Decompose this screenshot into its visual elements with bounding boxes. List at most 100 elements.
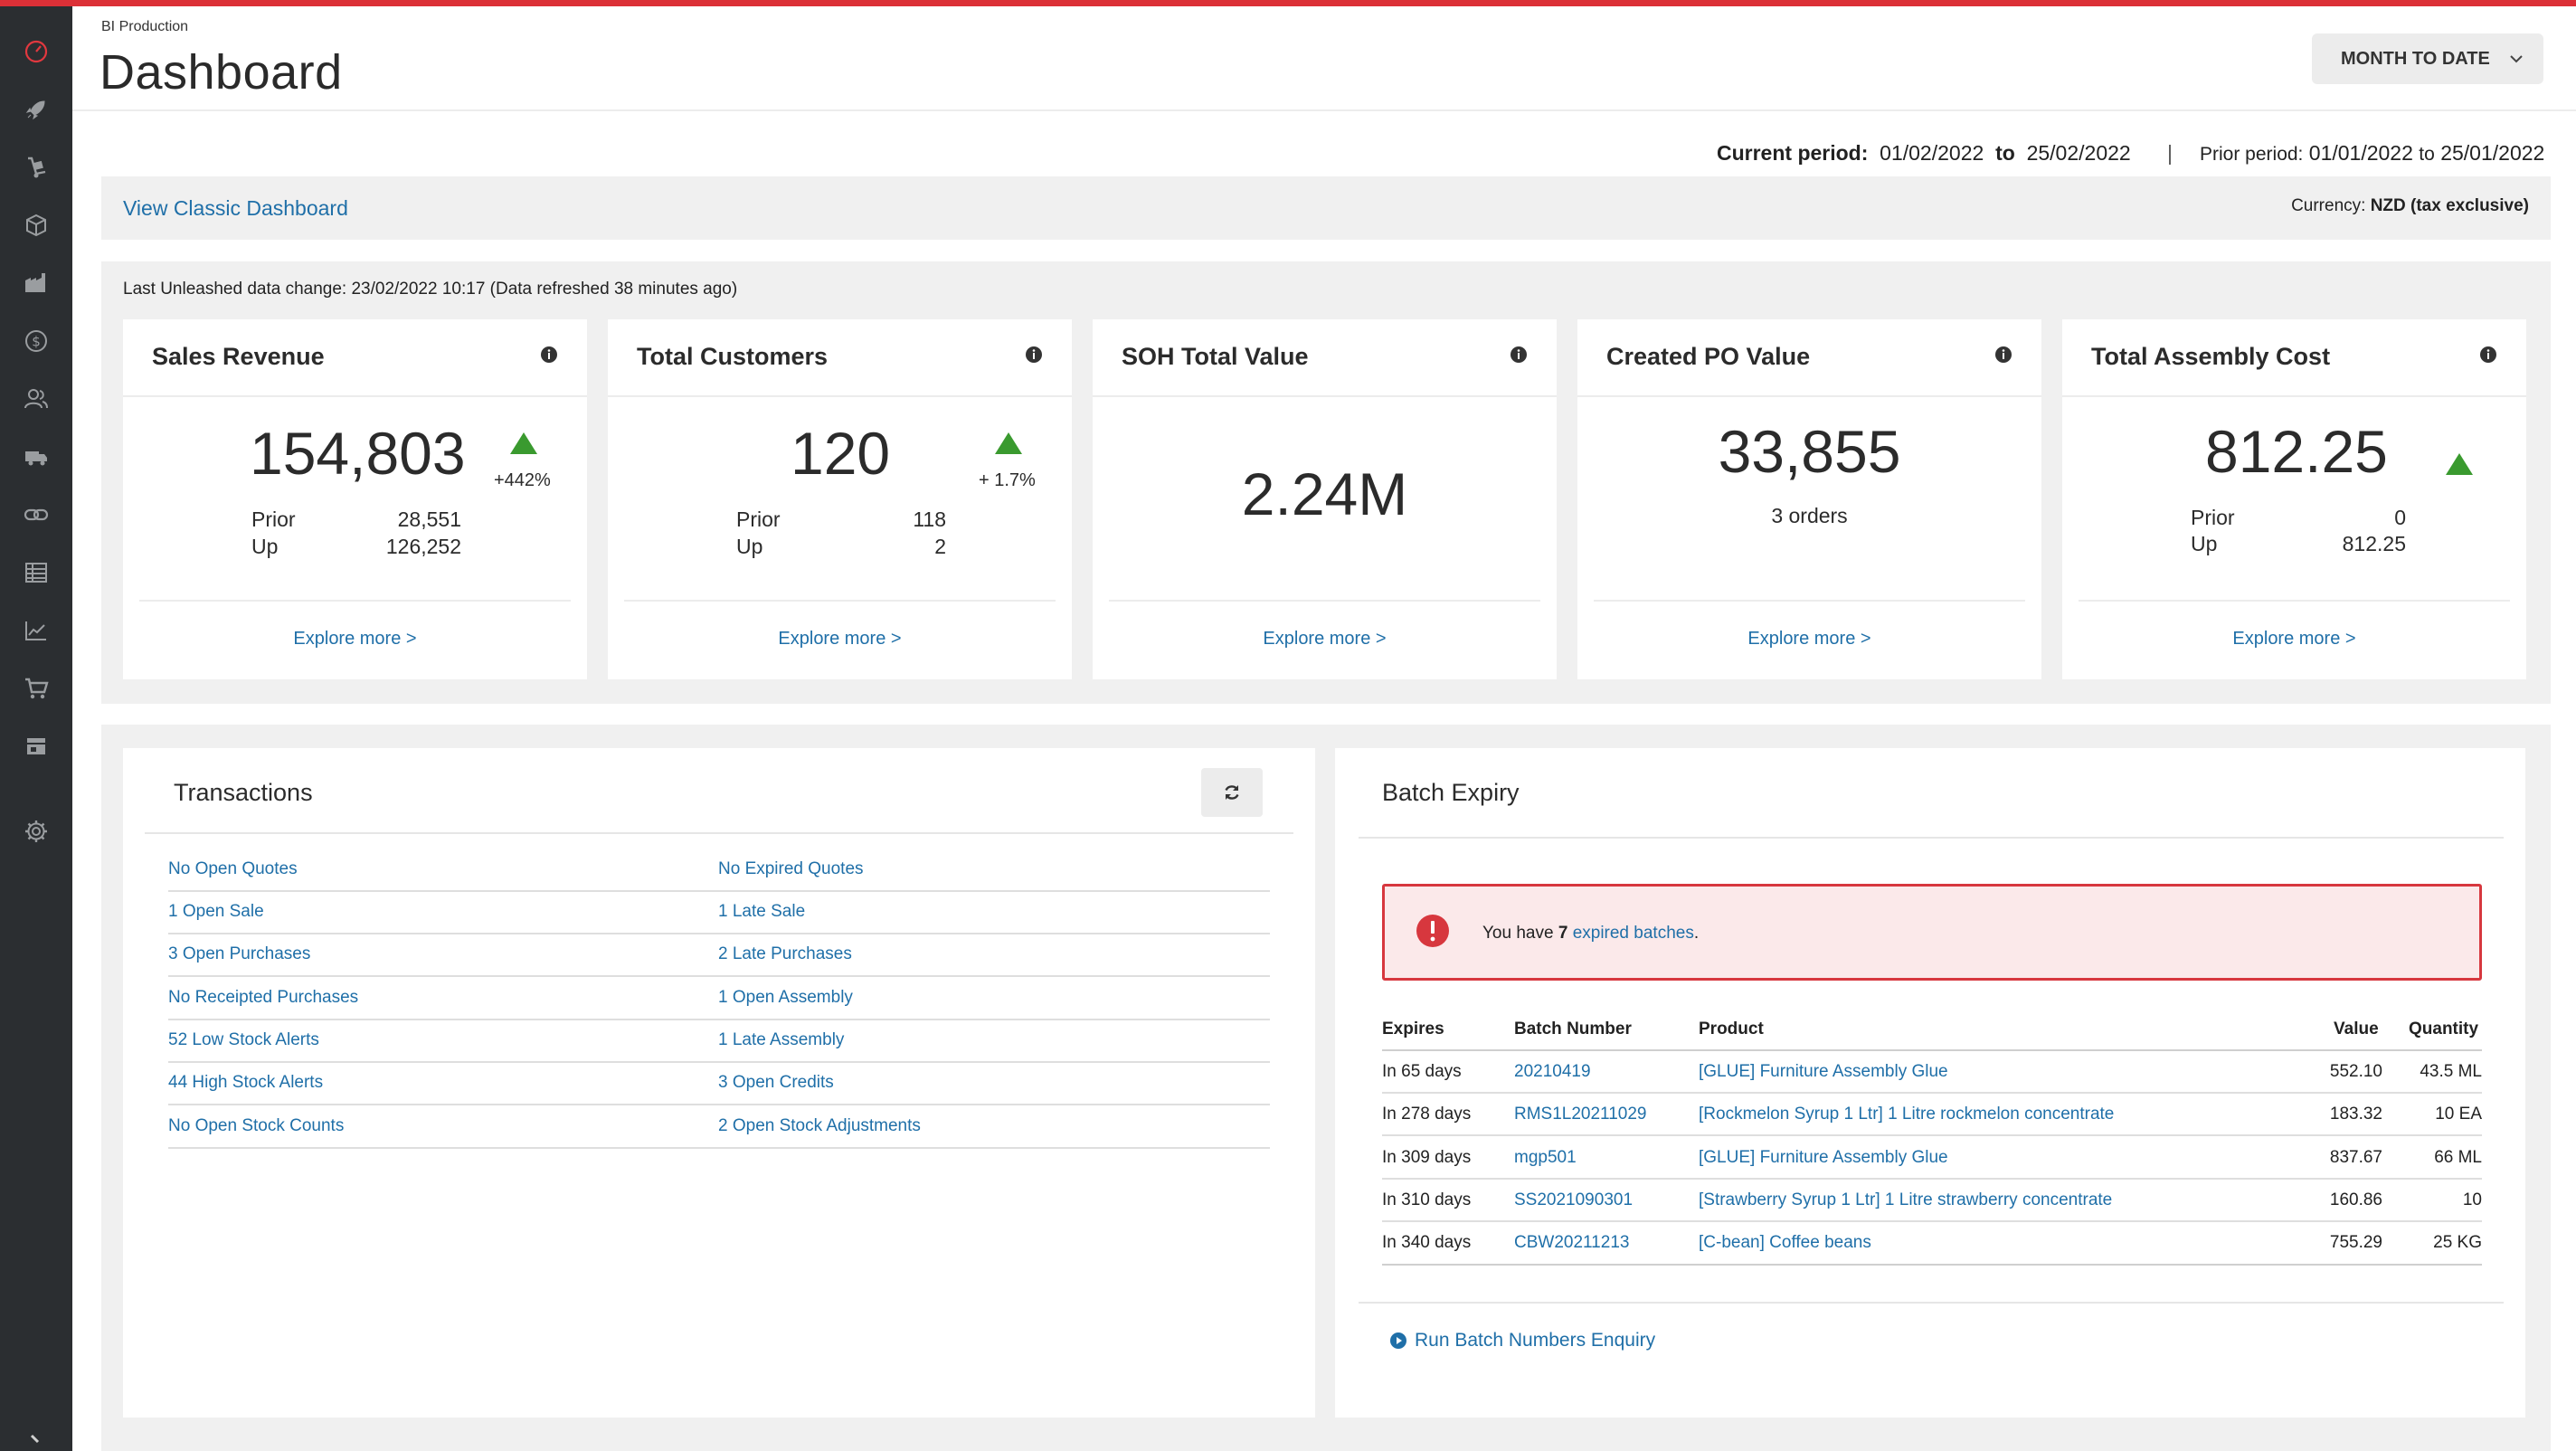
warehouse-icon [25, 273, 45, 292]
divider [1382, 1264, 2482, 1266]
tx-link-open-credits[interactable]: 3 Open Credits [718, 1073, 834, 1092]
info-icon[interactable] [2479, 346, 2497, 364]
product-link[interactable]: [C-bean] Coffee beans [1699, 1233, 1871, 1252]
sidebar-item-launch[interactable] [0, 84, 72, 135]
kpi-prior-label: Prior [736, 507, 781, 531]
up-arrow-icon [2446, 453, 2473, 475]
kpi-value: 33,855 [1718, 418, 1901, 485]
sidebar-item-shipping[interactable] [0, 432, 72, 482]
run-batch-numbers-enquiry-link[interactable]: Run Batch Numbers Enquiry [1389, 1330, 1655, 1351]
kpi-up-value: 812.25 [2342, 532, 2406, 555]
sidebar-item-settings[interactable] [0, 806, 72, 857]
info-icon[interactable] [1510, 346, 1528, 364]
explore-more-link[interactable]: Explore more > [1263, 629, 1387, 649]
product-link[interactable]: [GLUE] Furniture Assembly Glue [1699, 1062, 1948, 1081]
tx-link-receipted-purchases[interactable]: No Receipted Purchases [168, 988, 359, 1007]
current-period-to-word: to [1995, 141, 2015, 165]
info-icon[interactable] [1994, 346, 2012, 364]
sidebar-item-dashboard[interactable] [0, 26, 72, 77]
product-link[interactable]: [Rockmelon Syrup 1 Ltr] 1 Litre rockmelo… [1699, 1105, 2115, 1124]
batch-quantity: 10 [2462, 1190, 2482, 1209]
alert-count: 7 [1558, 924, 1568, 943]
kpi-prior-value: 118 [913, 507, 946, 531]
expand-icon [30, 1434, 40, 1444]
kpi-prior-label: Prior [2191, 506, 2235, 529]
box-icon [26, 213, 46, 237]
kpi-card-header: Sales Revenue [123, 319, 587, 397]
explore-more-link[interactable]: Explore more > [293, 629, 417, 649]
expired-batches-link[interactable]: expired batches [1572, 924, 1694, 943]
sidebar-item-integrations[interactable] [0, 489, 72, 540]
product-link[interactable]: [GLUE] Furniture Assembly Glue [1699, 1148, 1948, 1167]
view-classic-dashboard-link[interactable]: View Classic Dashboard [123, 196, 348, 220]
tx-link-open-purchases[interactable]: 3 Open Purchases [168, 944, 311, 963]
tx-link-low-stock-alerts[interactable]: 52 Low Stock Alerts [168, 1030, 319, 1049]
divider [2079, 600, 2510, 602]
sidebar-item-analytics[interactable] [0, 605, 72, 656]
sidebar-item-inventory[interactable] [0, 142, 72, 193]
tx-link-late-assembly[interactable]: 1 Late Assembly [718, 1030, 845, 1049]
kpi-card-header: Total Assembly Cost [2062, 319, 2526, 397]
kpi-prior-label: Prior [251, 507, 296, 531]
kpi-title: Sales Revenue [152, 343, 325, 370]
kpi-value: 154,803 [250, 420, 466, 487]
info-icon[interactable] [1025, 346, 1043, 364]
divider [1382, 1049, 2482, 1051]
batch-expires: In 340 days [1382, 1233, 1472, 1252]
explore-more-link[interactable]: Explore more > [2232, 629, 2356, 649]
tx-link-late-sale[interactable]: 1 Late Sale [718, 902, 806, 921]
kpi-title: Total Assembly Cost [2091, 343, 2331, 370]
tx-link-open-stock-adjustments[interactable]: 2 Open Stock Adjustments [718, 1116, 921, 1135]
prior-period-to: 25/01/2022 [2440, 141, 2545, 165]
kpi-value: 812.25 [2205, 418, 2388, 485]
refresh-button[interactable] [1201, 768, 1263, 817]
divider [145, 832, 1293, 834]
tx-link-late-purchases[interactable]: 2 Late Purchases [718, 944, 852, 963]
header: BI Production Dashboard MONTH TO DATE [72, 6, 2576, 111]
period-dropdown[interactable]: MONTH TO DATE [2312, 33, 2543, 84]
sidebar-item-products[interactable] [0, 200, 72, 251]
column-header-expires: Expires [1382, 1019, 1444, 1038]
tx-link-high-stock-alerts[interactable]: 44 High Stock Alerts [168, 1073, 324, 1092]
kpi-title: SOH Total Value [1122, 343, 1309, 370]
batch-number-link[interactable]: CBW20211213 [1514, 1233, 1630, 1252]
sidebar-item-production[interactable] [0, 258, 72, 308]
tx-link-open-sale[interactable]: 1 Open Sale [168, 902, 264, 921]
batch-expires: In 309 days [1382, 1148, 1472, 1167]
batch-quantity: 25 KG [2433, 1233, 2482, 1252]
last-data-change: Last Unleashed data change: 23/02/2022 1… [123, 280, 738, 299]
prior-period: Prior period: 01/01/2022 to 25/01/2022 [2200, 141, 2544, 166]
sidebar-item-reports[interactable] [0, 547, 72, 598]
breadcrumb[interactable]: BI Production [101, 19, 189, 34]
sidebar-item-sales[interactable]: $ [0, 316, 72, 366]
tx-link-open-stock-counts[interactable]: No Open Stock Counts [168, 1116, 345, 1135]
alert-icon [1416, 915, 1449, 947]
kpi-value: 2.24M [1241, 460, 1408, 527]
sidebar-item-commerce[interactable] [0, 663, 72, 714]
batch-number-link[interactable]: 20210419 [1514, 1062, 1591, 1081]
kpi-card-header: SOH Total Value [1093, 319, 1557, 397]
sidebar-item-store[interactable] [0, 721, 72, 772]
batch-number-link[interactable]: RMS1L20211029 [1514, 1105, 1647, 1124]
batch-number-link[interactable]: mgp501 [1514, 1148, 1577, 1167]
explore-more-link[interactable]: Explore more > [1747, 629, 1871, 649]
tx-link-expired-quotes[interactable]: No Expired Quotes [718, 859, 864, 878]
sidebar-item-customers[interactable] [0, 374, 72, 424]
batch-value: 552.10 [2329, 1062, 2382, 1081]
divider [168, 933, 1270, 934]
info-icon[interactable] [540, 346, 558, 364]
tx-link-open-assembly[interactable]: 1 Open Assembly [718, 988, 853, 1007]
explore-more-link[interactable]: Explore more > [778, 629, 902, 649]
batch-quantity: 10 EA [2435, 1105, 2482, 1124]
divider [1359, 1302, 2504, 1304]
divider [1382, 1178, 2482, 1180]
divider [168, 1104, 1270, 1105]
cart-icon [25, 678, 49, 699]
kpi-title: Total Customers [637, 343, 829, 370]
tx-link-open-quotes[interactable]: No Open Quotes [168, 859, 298, 878]
current-period-from: 01/02/2022 [1880, 141, 1984, 165]
column-header-product: Product [1699, 1019, 1764, 1038]
sidebar-expand[interactable] [0, 1428, 72, 1451]
batch-number-link[interactable]: SS2021090301 [1514, 1190, 1634, 1209]
product-link[interactable]: [Strawberry Syrup 1 Ltr] 1 Litre strawbe… [1699, 1190, 2113, 1209]
